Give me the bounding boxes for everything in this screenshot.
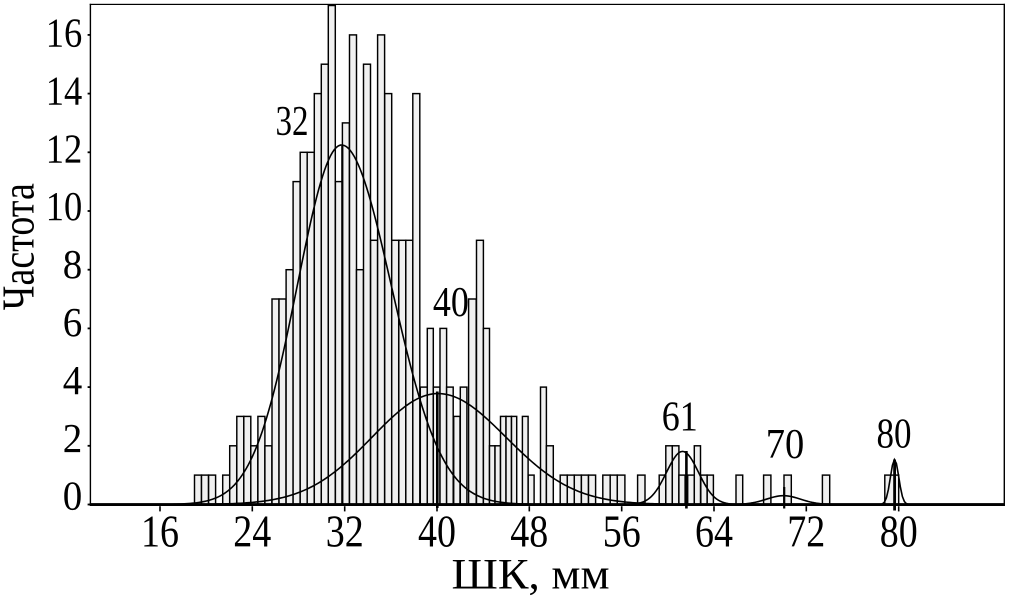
svg-text:48: 48 [510,506,548,557]
svg-text:72: 72 [787,506,825,557]
svg-text:32: 32 [276,99,309,145]
svg-text:61: 61 [662,395,698,441]
svg-text:6: 6 [63,299,83,345]
svg-text:80: 80 [880,506,918,557]
svg-text:40: 40 [418,506,456,557]
svg-text:12: 12 [46,125,83,171]
svg-text:Частота: Частота [0,183,43,310]
svg-text:64: 64 [695,506,733,557]
svg-text:14: 14 [46,67,83,113]
svg-text:2: 2 [63,415,83,461]
svg-text:0: 0 [63,473,83,519]
svg-text:40: 40 [433,280,469,326]
svg-text:8: 8 [63,241,83,287]
svg-text:70: 70 [766,422,805,468]
svg-text:10: 10 [46,183,83,229]
svg-text:56: 56 [603,506,641,557]
svg-text:80: 80 [877,412,912,458]
svg-text:24: 24 [233,506,271,557]
svg-text:ШК, мм: ШК, мм [452,551,610,599]
svg-text:16: 16 [46,10,83,56]
svg-text:16: 16 [141,506,179,557]
svg-text:4: 4 [63,357,83,403]
svg-text:32: 32 [326,506,364,557]
